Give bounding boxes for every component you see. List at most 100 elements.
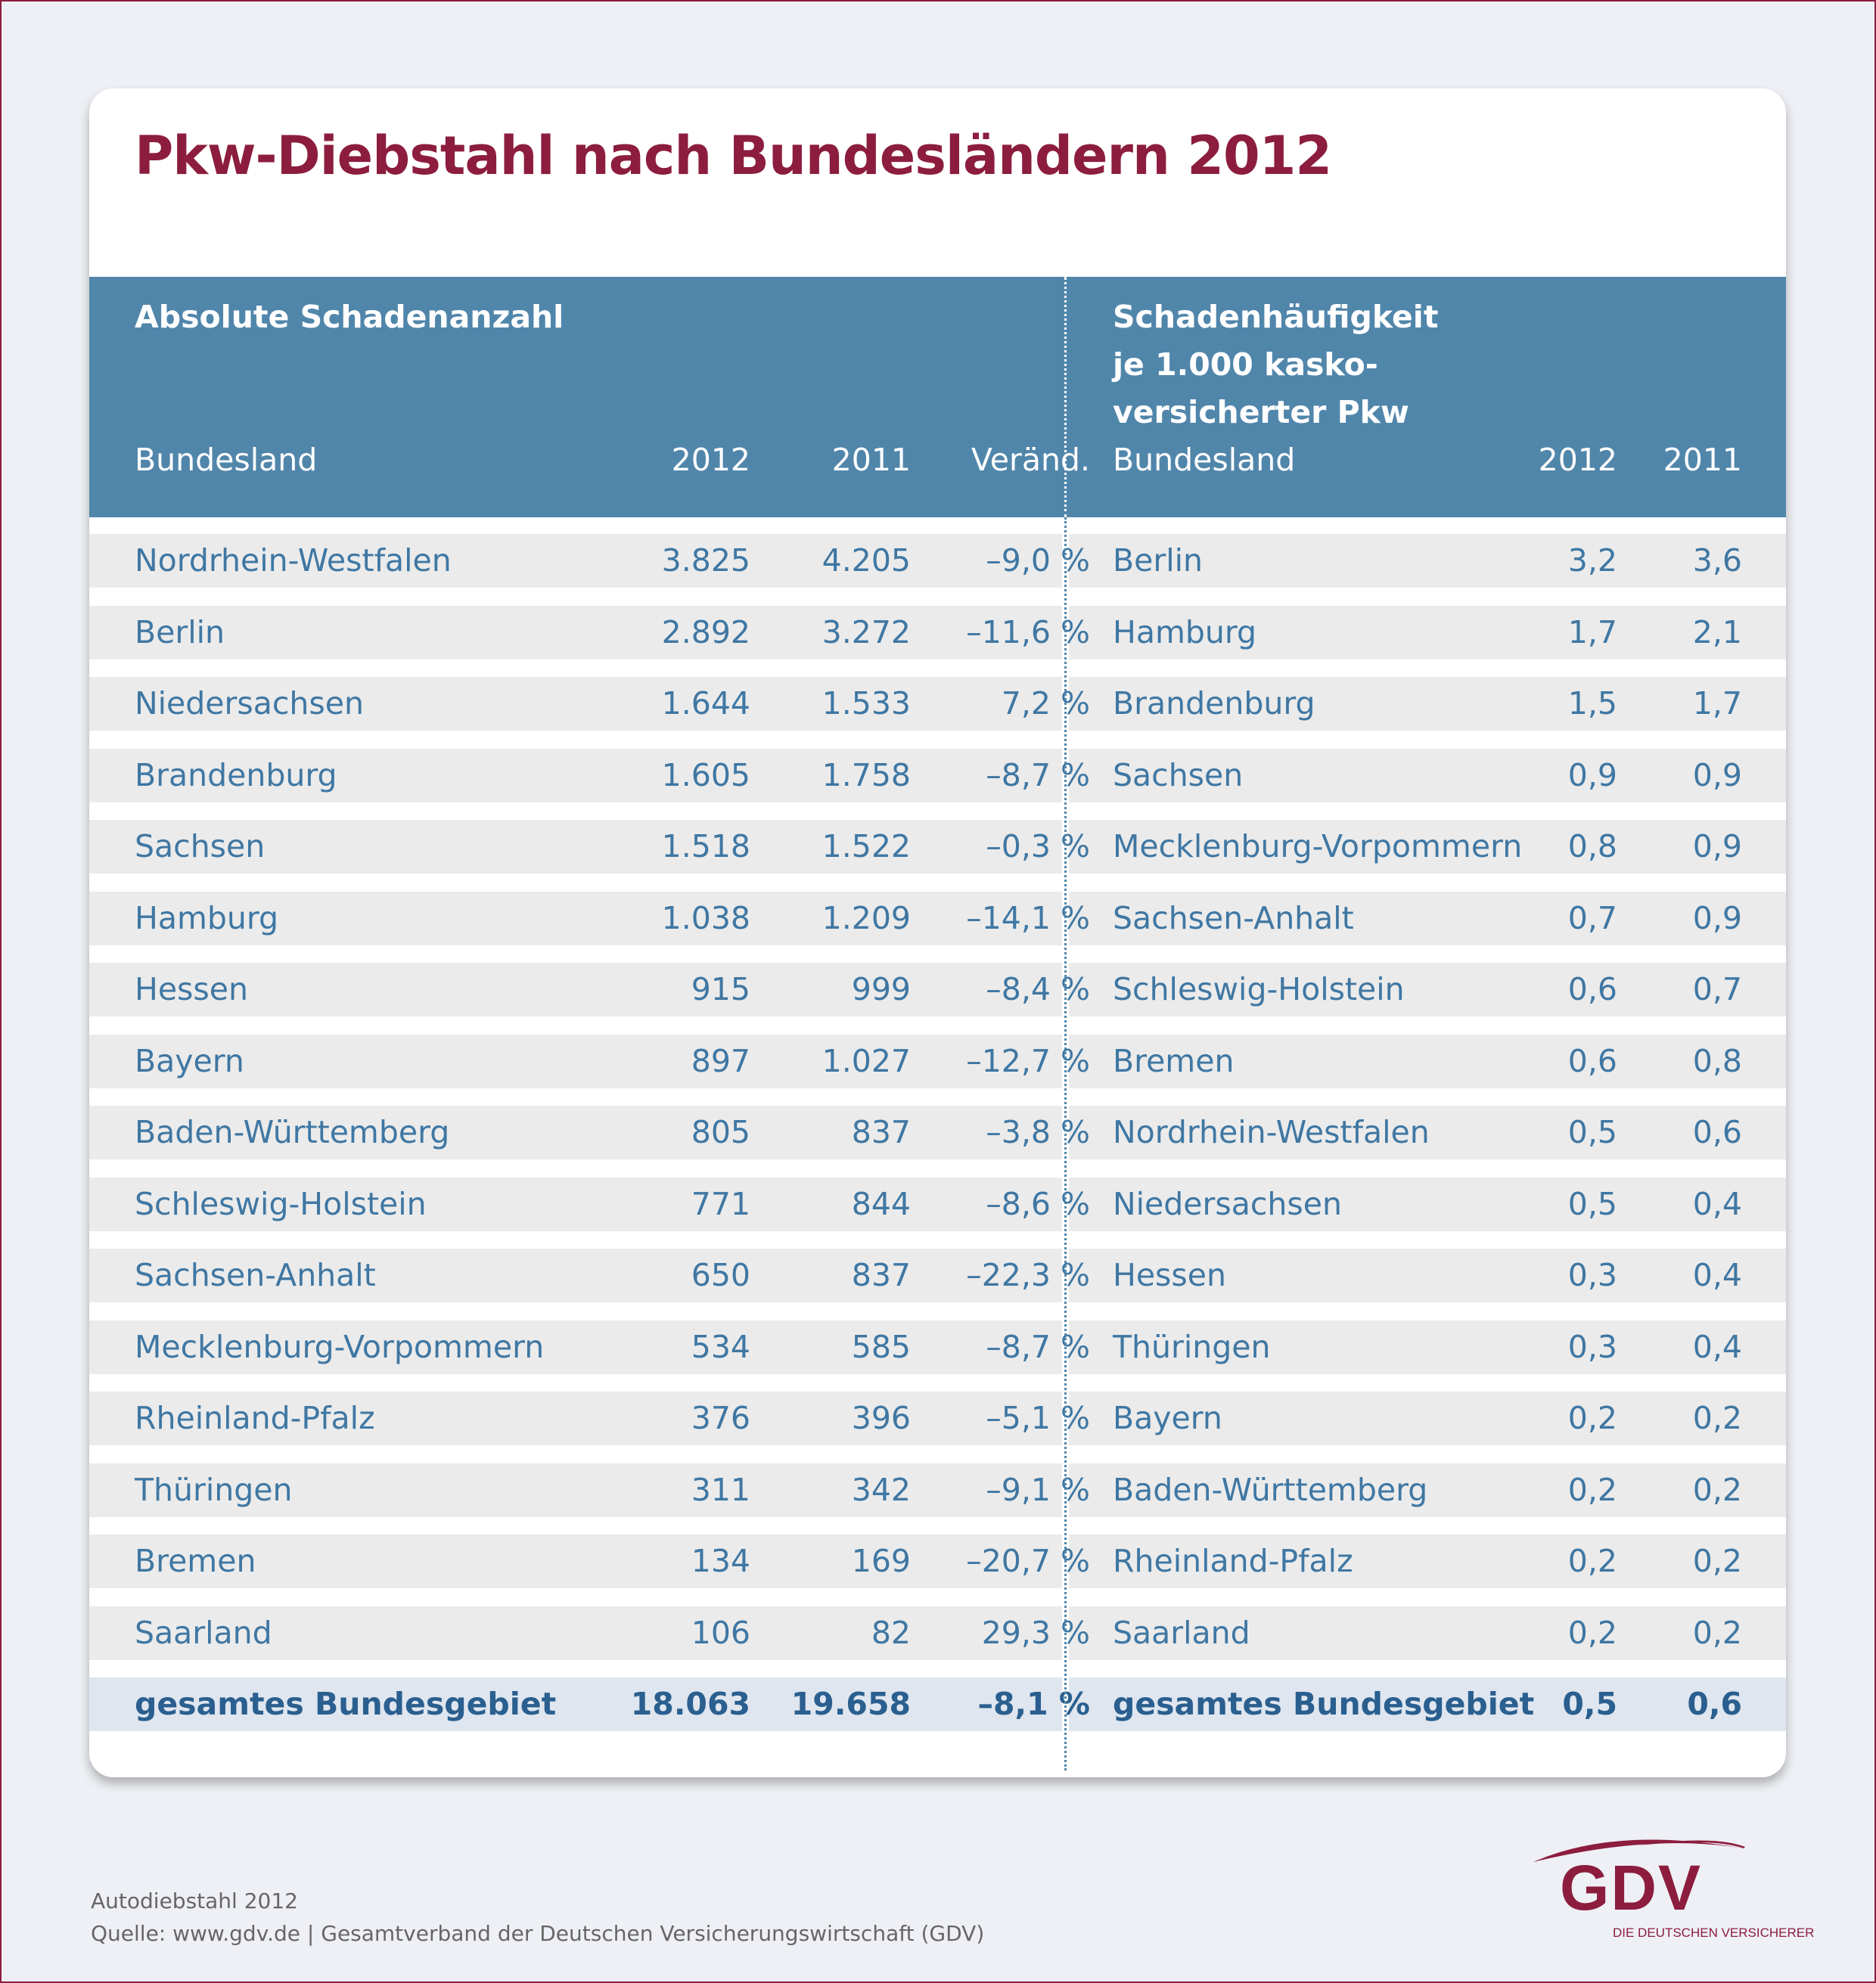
left-change-cell: –5,1 % <box>986 1400 1090 1436</box>
left-2012-cell: 1.038 <box>661 900 750 936</box>
right-state-cell: Saarland <box>1113 1615 1250 1651</box>
left-state-cell: Baden-Württemberg <box>135 1114 450 1150</box>
left-col-2012: 2012 <box>671 442 750 478</box>
row-background-right <box>1069 1535 1786 1588</box>
row-background-right <box>1069 1106 1786 1159</box>
left-state-cell: Niedersachsen <box>135 685 364 722</box>
left-2012-cell: 915 <box>691 971 750 1007</box>
left-2011-cell: 82 <box>871 1615 911 1651</box>
table-row: Schleswig-Holstein 771 844 –8,6 % Niedersach… <box>89 1178 1786 1231</box>
left-2011-cell: 1.027 <box>822 1043 911 1079</box>
left-change-cell: –8,1 % <box>977 1686 1091 1722</box>
right-state-cell: gesamtes Bundesgebiet <box>1113 1686 1535 1722</box>
table-row: Nordrhein-Westfalen 3.825 4.205 –9,0 % Berli… <box>89 534 1786 588</box>
left-2011-cell: 837 <box>851 1114 911 1150</box>
right-2011-cell: 0,7 <box>1692 971 1742 1007</box>
right-2011-cell: 0,8 <box>1692 1043 1742 1079</box>
footer-source: Quelle: www.gdv.de | Gesamtverband der D… <box>91 1921 985 1946</box>
left-col-bundesland: Bundesland <box>135 442 318 478</box>
table-row: Rheinland-Pfalz 376 396 –5,1 % Bayern 0,2 0,2 <box>89 1392 1786 1445</box>
left-state-cell: Rheinland-Pfalz <box>135 1400 375 1436</box>
left-change-cell: –14,1 % <box>966 900 1090 936</box>
left-2012-cell: 1.644 <box>661 685 750 722</box>
logo-swoosh-icon <box>1533 1839 1745 1862</box>
right-2012-cell: 0,2 <box>1567 1615 1617 1651</box>
right-section-title-line2: je 1.000 kasko- <box>1113 346 1378 383</box>
left-state-cell: Nordrhein-Westfalen <box>135 542 452 579</box>
row-background-left <box>89 1606 1062 1660</box>
left-state-cell: Bayern <box>135 1043 244 1079</box>
right-2011-cell: 2,1 <box>1692 614 1742 650</box>
right-2011-cell: 0,4 <box>1692 1186 1742 1222</box>
table-header: Absolute Schadenanzahl Bundesland 2012 2… <box>89 277 1786 517</box>
table-row: Thüringen 311 342 –9,1 % Baden-Württemberg 0,… <box>89 1463 1786 1517</box>
row-background-right <box>1069 1035 1786 1088</box>
right-2011-cell: 0,4 <box>1692 1329 1742 1365</box>
left-state-cell: Bremen <box>135 1543 256 1579</box>
left-change-cell: 7,2 % <box>1001 685 1090 722</box>
left-change-cell: –3,8 % <box>986 1114 1090 1150</box>
right-2011-cell: 1,7 <box>1692 685 1742 722</box>
left-2011-cell: 999 <box>851 971 911 1007</box>
right-state-cell: Thüringen <box>1113 1329 1271 1365</box>
row-background-left <box>89 1392 1062 1445</box>
row-background-left <box>89 1463 1062 1517</box>
row-background-right <box>1069 1677 1786 1731</box>
left-2012-cell: 2.892 <box>661 614 750 650</box>
right-2012-cell: 0,5 <box>1562 1686 1617 1722</box>
right-state-cell: Rheinland-Pfalz <box>1113 1543 1353 1579</box>
right-2012-cell: 0,7 <box>1567 900 1617 936</box>
table-row: Niedersachsen 1.644 1.533 7,2 % Brandenburg 1… <box>89 677 1786 731</box>
row-background-left <box>89 1677 1062 1731</box>
left-change-cell: –12,7 % <box>966 1043 1090 1079</box>
row-background-right <box>1069 1606 1786 1660</box>
right-state-cell: Niedersachsen <box>1113 1186 1342 1222</box>
left-state-cell: Berlin <box>135 614 225 650</box>
right-state-cell: Sachsen <box>1113 757 1244 793</box>
right-2012-cell: 0,5 <box>1567 1186 1617 1222</box>
right-2011-cell: 3,6 <box>1692 542 1742 579</box>
right-2011-cell: 0,9 <box>1692 900 1742 936</box>
left-2011-cell: 837 <box>851 1257 911 1293</box>
right-state-cell: Mecklenburg-Vorpommern <box>1113 828 1523 864</box>
left-2011-cell: 3.272 <box>822 614 911 650</box>
row-background-left <box>89 1535 1062 1588</box>
right-2012-cell: 0,6 <box>1567 971 1617 1007</box>
right-2011-cell: 0,2 <box>1692 1543 1742 1579</box>
right-2012-cell: 0,6 <box>1567 1043 1617 1079</box>
row-background-right <box>1069 606 1786 659</box>
left-2012-cell: 650 <box>691 1257 750 1293</box>
left-2012-cell: 3.825 <box>661 542 750 579</box>
left-2012-cell: 897 <box>691 1043 750 1079</box>
row-background-right <box>1069 534 1786 588</box>
gdv-logo: GDV DIE DEUTSCHEN VERSICHERER <box>1524 1830 1814 1944</box>
left-state-cell: gesamtes Bundesgebiet <box>135 1686 557 1722</box>
row-background-left <box>89 606 1062 659</box>
row-background-left <box>89 1106 1062 1159</box>
right-section-title-line1: Schadenhäufigkeit <box>1113 299 1439 335</box>
left-change-cell: –8,4 % <box>986 971 1090 1007</box>
right-state-cell: Schleswig-Holstein <box>1113 971 1405 1007</box>
right-2012-cell: 0,8 <box>1567 828 1617 864</box>
right-state-cell: Hessen <box>1113 1257 1226 1293</box>
table-row: Sachsen 1.518 1.522 –0,3 % Mecklenburg-Vorpo… <box>89 820 1786 874</box>
row-background-right <box>1069 677 1786 731</box>
left-2012-cell: 771 <box>691 1186 750 1222</box>
left-2011-cell: 342 <box>851 1472 911 1508</box>
left-2011-cell: 1.533 <box>822 685 911 722</box>
right-col-bundesland: Bundesland <box>1113 442 1296 478</box>
left-2012-cell: 106 <box>691 1615 750 1651</box>
right-state-cell: Sachsen-Anhalt <box>1113 900 1354 936</box>
left-state-cell: Thüringen <box>135 1472 293 1508</box>
row-background-left <box>89 820 1062 874</box>
left-state-cell: Brandenburg <box>135 757 337 793</box>
right-2012-cell: 0,2 <box>1567 1543 1617 1579</box>
left-2012-cell: 805 <box>691 1114 750 1150</box>
right-2012-cell: 1,7 <box>1567 614 1617 650</box>
right-2011-cell: 0,2 <box>1692 1615 1742 1651</box>
right-col-2011: 2011 <box>1663 442 1742 478</box>
row-background-left <box>89 1035 1062 1088</box>
left-2012-cell: 534 <box>691 1329 750 1365</box>
row-background-left <box>89 1320 1062 1374</box>
